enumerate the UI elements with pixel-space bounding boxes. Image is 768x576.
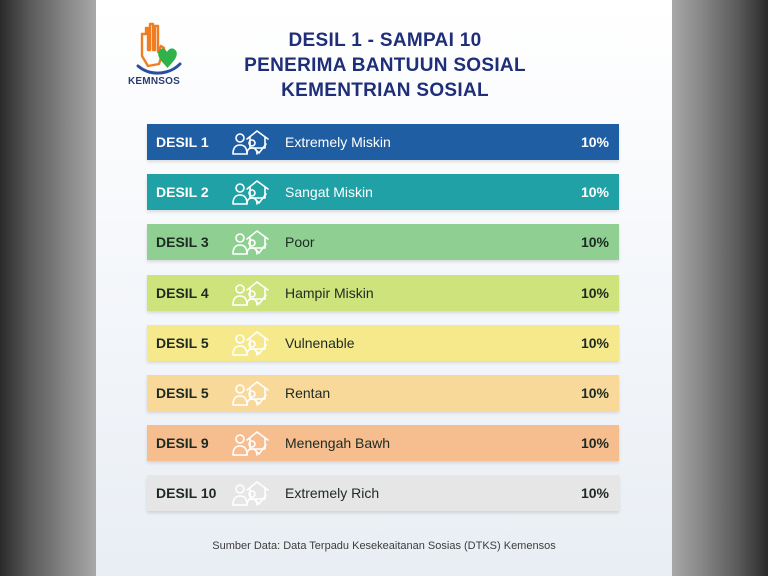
decile-row: DESIL 4 Hampir Miskin 10% [147,274,619,311]
decile-label: DESIL 3 [156,234,209,251]
people-house-check-icon [232,230,269,256]
kemensos-logo-icon [136,22,182,75]
people-house-check-icon [232,381,269,406]
people-house-check-icon [232,431,269,456]
decile-label: DESIL 10 [156,485,217,502]
decile-label: DESIL 2 [156,184,209,201]
decile-row: DESIL 2 Sangat Miskin 10% [147,174,619,211]
decile-label: DESIL 4 [156,284,209,301]
decile-label: DESIL 5 [156,385,209,401]
decile-row: DESIL 10 Extremely Rich 10% [147,475,619,512]
decile-percent: 10% [580,284,609,301]
decile-category: Vulnenable [285,334,355,351]
decile-percent: 10% [580,184,609,201]
people-house-check-icon [232,180,269,205]
logo-text: KEMNSOS [128,76,180,87]
decile-category: Sangat Miskin [285,184,373,201]
decile-row: DESIL 5 Vulnenable 10% [147,324,619,361]
decile-label: DESIL 5 [156,334,209,351]
decile-row: DESIL 3 Poor 10% [147,224,619,261]
decile-category: Extremely Rich [285,485,380,502]
decile-percent: 10% [580,485,609,502]
decile-row: DESIL 9 Menengah Bawh 10% [147,425,619,462]
people-house-check-icon [232,481,269,507]
title-line-3: KEMENTRIAN SOSIAL [281,80,489,101]
decile-label: DESIL 9 [156,435,209,452]
decile-percent: 10% [580,134,609,150]
people-house-check-icon [232,280,269,306]
decile-percent: 10% [580,385,609,401]
people-house-check-icon [232,130,269,155]
decile-category: Extremely Miskin [285,134,391,150]
decile-category: Poor [285,234,315,251]
decile-category: Hampir Miskin [285,284,374,301]
decile-category: Menengah Bawh [285,435,391,452]
decile-row: DESIL 5 Rentan 10% [147,375,619,411]
decile-category: Rentan [285,385,331,401]
decile-label: DESIL 1 [156,134,209,150]
data-source: Sumber Data: Data Terpadu Kesekeaitanan … [212,540,556,552]
decile-percent: 10% [580,334,609,351]
people-house-check-icon [232,330,269,356]
decile-percent: 10% [580,435,609,452]
decile-percent: 10% [580,234,609,251]
title-line-2: PENERIMA BANTUUN SOSIAL [244,55,526,76]
decile-row: DESIL 1 Extremely Miskin 10% [147,124,619,160]
title-line-1: DESIL 1 - SAMPAI 10 [288,30,482,51]
page-title: DESIL 1 - SAMPAI 10 PENERIMA BANTUUN SOS… [210,28,560,103]
